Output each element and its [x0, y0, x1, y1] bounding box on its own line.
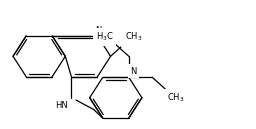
Text: H$_3$C: H$_3$C: [96, 31, 114, 43]
Text: N: N: [130, 67, 136, 75]
Text: CH$_3$: CH$_3$: [167, 91, 184, 103]
Text: CH$_3$: CH$_3$: [125, 30, 143, 43]
Text: N: N: [95, 26, 101, 35]
Text: HN: HN: [56, 101, 68, 110]
